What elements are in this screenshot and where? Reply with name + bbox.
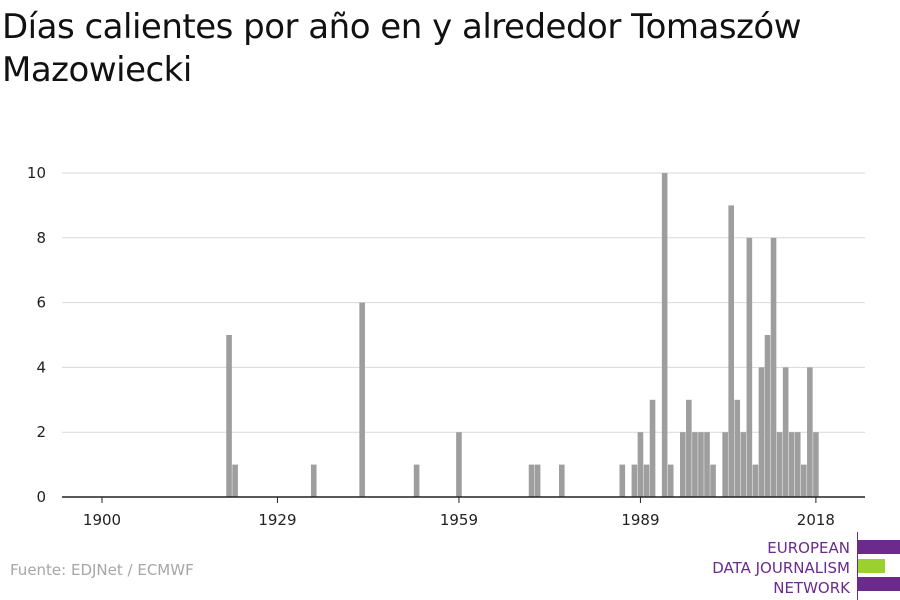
chart-title: Días calientes por año en y alrededor To…	[2, 7, 802, 90]
bar-1959	[456, 432, 462, 497]
bar-2005	[734, 399, 741, 497]
bar-1976	[559, 464, 565, 497]
x-tick-label: 1929	[258, 511, 296, 529]
source-note: Fuente: EDJNet / ECMWF	[10, 561, 194, 579]
bar-2017	[807, 367, 813, 497]
x-tick-label: 2018	[797, 511, 835, 529]
logo-line-3: NETWORK	[773, 579, 850, 597]
bar-2012	[776, 432, 783, 497]
bar-1998	[692, 432, 698, 497]
bar-1994	[667, 464, 674, 497]
bar-1921	[226, 335, 232, 497]
bar-2014	[788, 432, 795, 497]
bar-1986	[619, 464, 626, 497]
bar-1993	[661, 173, 668, 497]
bar-1990	[643, 464, 650, 497]
bar-1972	[534, 464, 541, 497]
gridlines	[62, 172, 865, 433]
logo-line-1: EUROPEAN	[767, 539, 850, 557]
x-tick-label: 1900	[83, 511, 121, 529]
bar-1988	[631, 464, 638, 497]
bars	[226, 173, 819, 498]
logo-divider	[857, 532, 858, 600]
bar-2008	[752, 464, 759, 497]
bar-1997	[686, 399, 692, 497]
bar-2009	[758, 367, 765, 497]
bar-2000	[704, 432, 710, 497]
bar-2018	[813, 432, 819, 497]
bar-1943	[359, 302, 365, 497]
logo-bar-purple-top	[858, 540, 900, 554]
x-axis-ticks: 1900 1929 1959 1989 2018	[83, 497, 835, 529]
bar-1922	[232, 464, 238, 497]
bar-1971	[528, 464, 535, 497]
bar-1999	[698, 432, 704, 497]
y-tick-label: 10	[27, 164, 46, 182]
bar-1989	[637, 432, 644, 497]
bar-1935	[310, 464, 317, 497]
logo-bar-purple-bottom	[858, 577, 900, 591]
bar-1991	[649, 399, 656, 497]
edjnet-logo[interactable]: EUROPEAN DATA JOURNALISM NETWORK	[700, 532, 900, 600]
bar-2010	[764, 335, 771, 497]
bar-2013	[782, 367, 789, 497]
bar-2004	[728, 205, 734, 497]
x-tick-label: 1989	[621, 511, 659, 529]
bar-2016	[801, 464, 807, 497]
y-tick-label: 8	[36, 229, 46, 247]
bar-2006	[740, 432, 747, 497]
bar-2001	[710, 464, 716, 497]
logo-bar-green	[858, 559, 885, 573]
bar-2003	[722, 432, 728, 497]
bar-2007	[746, 237, 753, 498]
y-axis-tick-labels: 0 2 4 6 8 10	[27, 164, 46, 506]
bar-1952	[413, 464, 420, 497]
logo-line-2: DATA JOURNALISM	[712, 559, 850, 577]
y-tick-label: 0	[36, 488, 46, 506]
bar-1996	[680, 432, 686, 497]
y-tick-label: 4	[36, 358, 46, 376]
y-tick-label: 2	[36, 423, 46, 441]
x-tick-label: 1959	[440, 511, 478, 529]
y-tick-label: 6	[36, 294, 46, 312]
bar-2015	[794, 432, 801, 497]
bar-2011	[770, 237, 777, 498]
